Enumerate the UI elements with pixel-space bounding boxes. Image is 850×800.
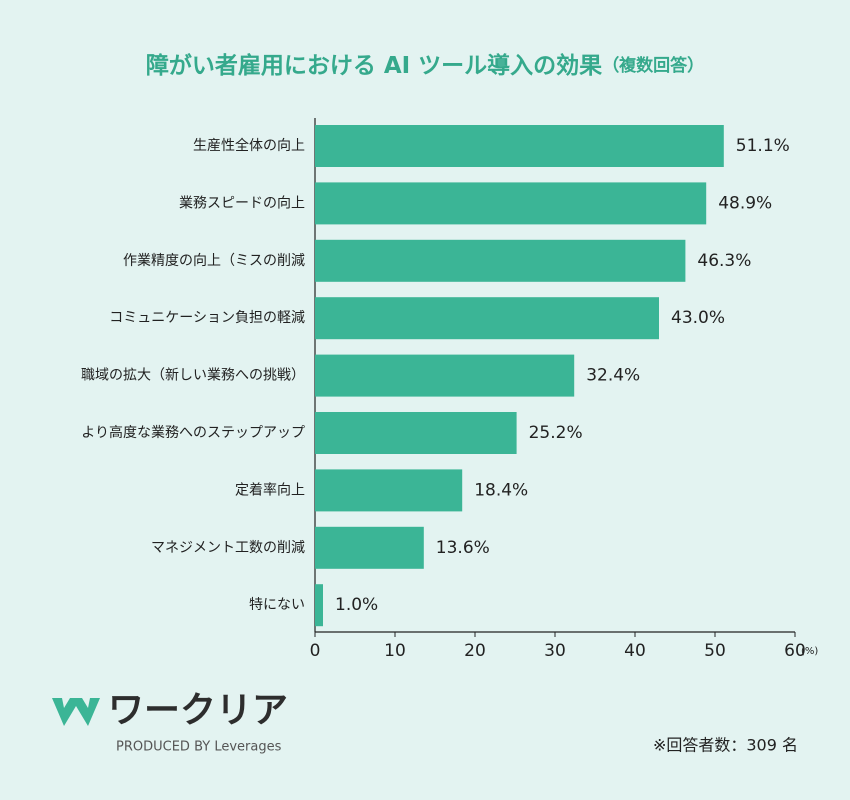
category-label: 業務スピードの向上 — [179, 195, 305, 211]
x-tick-label: 20 — [464, 641, 486, 661]
category-label: より高度な業務へのステップアップ — [81, 424, 305, 441]
value-label: 18.4% — [474, 480, 528, 500]
category-label: コミュニケーション負担の軽減 — [109, 309, 305, 326]
title-main: 障がい者雇用における AI ツール導入の効果 — [146, 52, 602, 79]
value-label: 48.9% — [718, 193, 772, 213]
category-label: マネジメント工数の削減 — [151, 539, 305, 556]
bar — [315, 526, 424, 569]
category-label: 特にない — [249, 597, 305, 613]
bar — [315, 584, 323, 627]
x-tick-label: 40 — [624, 641, 646, 661]
x-unit: (%) — [801, 646, 818, 657]
bar — [315, 354, 575, 397]
value-label: 13.6% — [436, 538, 490, 558]
bar — [315, 469, 463, 512]
x-tick-label: 10 — [384, 641, 406, 661]
category-label: 定着率向上 — [235, 481, 305, 498]
bar — [315, 239, 686, 282]
category-label: 生産性全体の向上 — [193, 137, 305, 154]
x-tick-label: 0 — [310, 641, 321, 661]
value-label: 46.3% — [697, 251, 751, 271]
bar — [315, 412, 517, 454]
value-label: 1.0% — [335, 595, 378, 615]
category-label: 作業精度の向上（ミスの削減 — [123, 252, 305, 269]
logo-name: ワークリア — [108, 690, 288, 731]
x-tick-label: 60 — [784, 641, 806, 661]
chart-title: 障がい者雇用における AI ツール導入の効果（複数回答） — [146, 52, 704, 79]
value-label: 25.2% — [529, 423, 583, 443]
bar — [315, 182, 707, 225]
logo-tagline: PRODUCED BY Leverages — [116, 740, 282, 755]
value-label: 32.4% — [586, 366, 640, 386]
note: ※回答者数：309 名 — [653, 736, 798, 755]
x-tick-label: 50 — [704, 641, 726, 661]
value-label: 51.1% — [736, 136, 790, 156]
value-label: 43.0% — [671, 308, 725, 328]
bar — [315, 125, 724, 167]
bar — [315, 297, 659, 340]
x-tick-label: 30 — [544, 641, 566, 661]
title-sub: （複数回答） — [602, 55, 704, 76]
logo: ワークリア PRODUCED BY Leverages — [52, 690, 288, 755]
logo-mark — [52, 698, 100, 726]
category-label: 職域の拡大（新しい業務への挑戦） — [81, 368, 305, 384]
